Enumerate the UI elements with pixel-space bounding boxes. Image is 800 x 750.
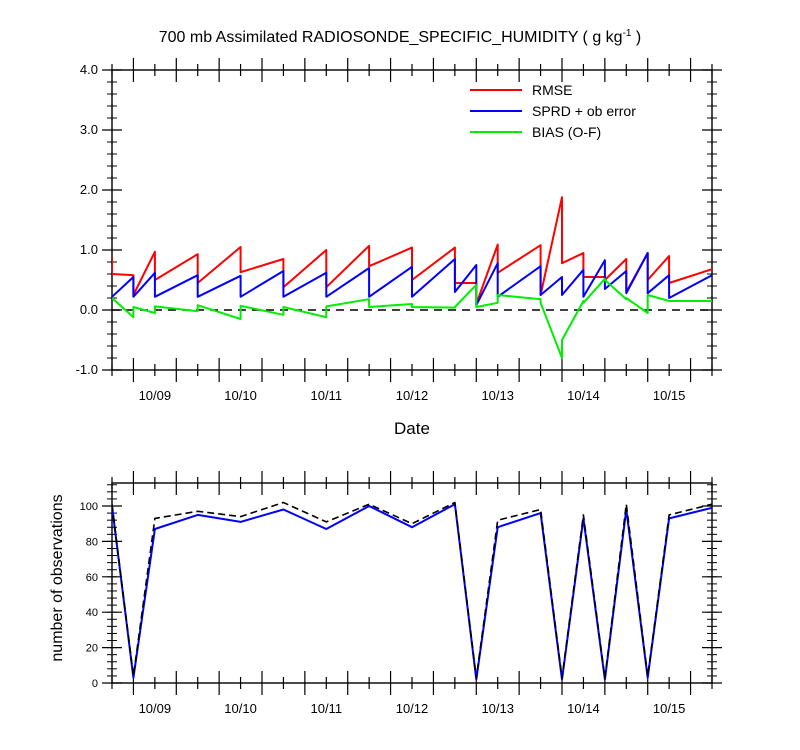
top-x-tick-label: 10/09 (139, 388, 172, 403)
chart-title: 700 mb Assimilated RADIOSONDE_SPECIFIC_H… (159, 28, 642, 46)
top-x-tick-label: 10/15 (653, 388, 686, 403)
top-series-sprd-ob-error (112, 252, 712, 307)
top-x-tick-label: 10/11 (310, 388, 342, 403)
chart-title-end: ) (631, 29, 641, 46)
bottom-y-tick-label: 60 (86, 572, 98, 584)
top-y-tick-label: -1.0 (76, 362, 98, 377)
y-axis-label-observations: number of observations (49, 494, 66, 661)
bottom-y-tick-label: 0 (92, 678, 98, 690)
legend: RMSE SPRD + ob error BIAS (O-F) (470, 82, 636, 140)
legend-label-bias-o-f: BIAS (O-F) (532, 124, 601, 140)
bottom-x-tick-label: 10/10 (224, 701, 257, 716)
top-y-tick-label: 0.0 (80, 302, 98, 317)
bottom-x-tick-label: 10/13 (481, 701, 514, 716)
bottom-series-observations-possible (112, 501, 712, 679)
chart-title-main: 700 mb Assimilated RADIOSONDE_SPECIFIC_H… (159, 29, 623, 46)
bottom-y-tick-label: 80 (86, 536, 98, 548)
bottom-x-tick-label: 10/14 (567, 701, 600, 716)
x-axis-label: Date (394, 419, 430, 438)
top-y-tick-label: 1.0 (80, 242, 98, 257)
bottom-y-tick-label: 40 (86, 607, 98, 619)
top-x-tick-label: 10/12 (396, 388, 429, 403)
top-y-tick-label: 2.0 (80, 182, 98, 197)
bottom-chart: 0 20 40 60 80 100 10/09 10/10 10/11 10/12 10/13 10/… (80, 471, 722, 716)
bottom-x-tick-label: 10/15 (653, 701, 686, 716)
top-x-tick-label: 10/14 (567, 388, 600, 403)
top-x-tick-label: 10/13 (481, 388, 514, 403)
bottom-x-tick-label: 10/09 (139, 701, 172, 716)
chart-title-superscript: -1 (623, 28, 632, 39)
top-chart: -1.0 0.0 1.0 2.0 3.0 4.0 10/09 10/10 10/11 10/12 1… (76, 58, 722, 403)
bottom-x-tick-label: 10/12 (396, 701, 429, 716)
bottom-y-tick-label: 100 (80, 501, 98, 513)
top-y-tick-label: 3.0 (80, 122, 98, 137)
bottom-y-tick-label: 20 (86, 643, 98, 655)
legend-label-rmse: RMSE (532, 82, 572, 98)
top-x-tick-label: 10/10 (224, 388, 257, 403)
bottom-plot-frame (111, 482, 713, 684)
top-series-bias-o-f (112, 277, 712, 359)
top-y-tick-label: 4.0 (80, 62, 98, 77)
bottom-series-observations-used (112, 503, 712, 681)
legend-label-sprd-ob-error: SPRD + ob error (532, 103, 636, 119)
bottom-x-tick-label: 10/11 (310, 701, 342, 716)
